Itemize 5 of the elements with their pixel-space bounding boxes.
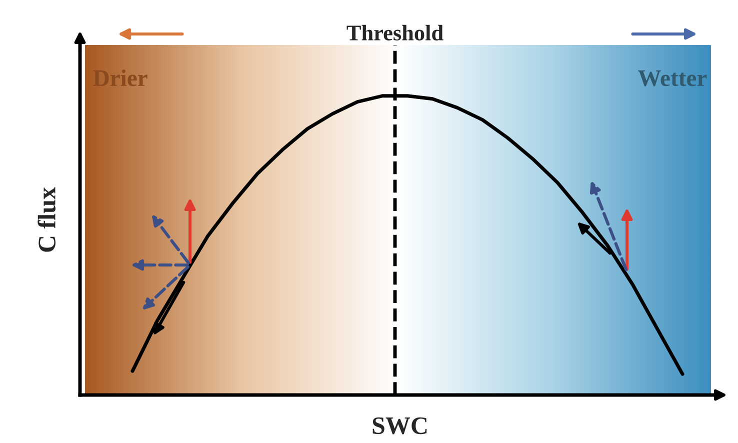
text: Threshold — [346, 24, 444, 40]
text: Wetter — [638, 70, 707, 86]
y-axis-title: C flux — [38, 187, 56, 252]
x-axis-title: SWC — [372, 417, 427, 434]
text: Drier — [93, 70, 148, 86]
